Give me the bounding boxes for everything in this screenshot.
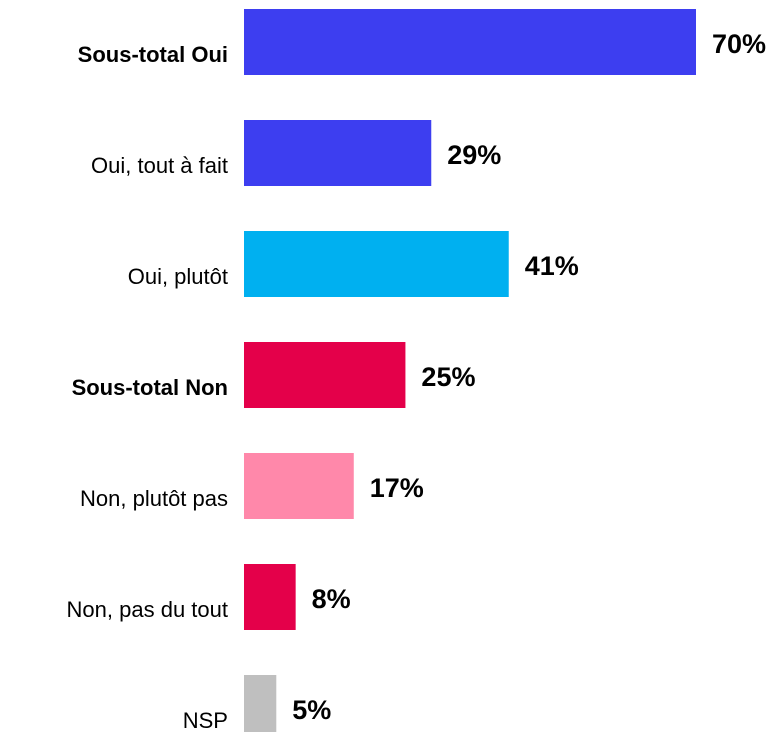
bar [244, 9, 696, 75]
value-label: 5% [292, 695, 331, 725]
value-label: 41% [525, 251, 579, 281]
value-label: 8% [312, 584, 351, 614]
value-label: 25% [421, 362, 475, 392]
bar [244, 453, 354, 519]
category-label: Oui, tout à fait [91, 153, 228, 178]
category-label: Non, plutôt pas [80, 486, 228, 511]
bar [244, 120, 432, 186]
category-label: Sous-total Oui [78, 42, 228, 67]
value-label: 29% [447, 140, 501, 170]
bar [244, 675, 277, 732]
category-label: NSP [183, 708, 228, 732]
bar [244, 231, 509, 297]
value-label: 70% [712, 29, 766, 59]
category-label: Sous-total Non [72, 375, 228, 400]
bar [244, 342, 406, 408]
category-label: Oui, plutôt [128, 264, 228, 289]
bar [244, 564, 296, 630]
value-label: 17% [370, 473, 424, 503]
category-label: Non, pas du tout [67, 597, 228, 622]
